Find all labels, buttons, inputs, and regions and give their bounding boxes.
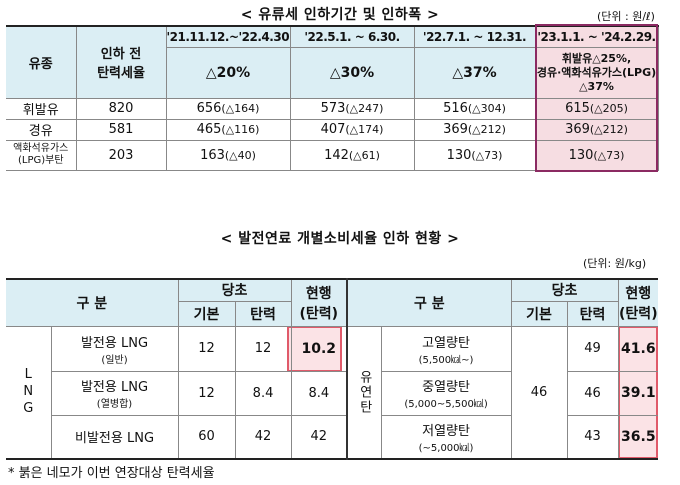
footnote: * 붉은 네모가 이번 연장대상 탄력세율	[8, 466, 215, 481]
lng-group-label: LNG	[6, 325, 52, 460]
table2-unit: (단위: 원/kg)	[583, 257, 647, 270]
fuel-name: 경유	[6, 118, 77, 141]
flex-rate: 46	[566, 370, 619, 416]
header-gibon: 기본	[178, 300, 236, 327]
header-current: 현행 (탄력)	[290, 279, 348, 327]
fuel-name: 저열량탄 (~5,000㎉)	[380, 414, 512, 460]
table-row: 휘발유 820 656(△164) 573(△247) 516(△304) 61…	[6, 97, 659, 120]
flex-rate: 8.4	[234, 370, 292, 416]
base-rate: 60	[177, 414, 236, 460]
rate-cell: 407(△174)	[289, 118, 415, 141]
header-gubun: 구 분	[346, 279, 512, 327]
base-rate: 12	[177, 370, 236, 416]
header-gubun: 구 분	[6, 279, 179, 327]
current-rate: 39.1	[617, 370, 659, 416]
table-row: 경유 581 465(△116) 407(△174) 369(△212) 369…	[6, 118, 659, 141]
coal-group-label: 유연탄	[346, 325, 382, 460]
flex-rate: 43	[566, 414, 619, 460]
header-current: 현행 (탄력)	[617, 279, 659, 327]
fuel-name: 고열량탄 (5,500㎉~)	[380, 325, 512, 372]
rate-cell: 465(△116)	[165, 118, 291, 141]
rate-cell: 142(△61)	[289, 139, 415, 171]
table1-title: < 유류세 인하기간 및 인하폭 >	[240, 7, 440, 23]
header-dangcho: 당초	[510, 279, 619, 302]
table1-unit: (단위 : 원/ℓ)	[597, 10, 655, 23]
rate-cell: 163(△40)	[165, 139, 291, 171]
header-tanryeok: 탄력	[566, 300, 619, 327]
base-rate: 12	[177, 325, 236, 372]
rate-cell: 516(△304)	[413, 97, 536, 120]
fuel-name: 비발전용 LNG	[51, 414, 179, 460]
current-rate: 41.6	[617, 325, 659, 372]
rate-period-3: △37%	[413, 46, 536, 99]
rate-cell: 656(△164)	[165, 97, 291, 120]
flex-rate: 12	[234, 325, 292, 372]
rate-cell: 369(△212)	[534, 118, 659, 141]
header-before: 인하 전 탄력세율	[75, 26, 167, 99]
header-period-3: '22.7.1. ~ 12.31.	[413, 26, 536, 48]
table-row: LNG 발전용 LNG (일반) 12 12 10.2 유연탄 고열량탄 (5,50…	[6, 325, 659, 460]
header-period-4: '23.1.1. ~ '24.2.29.	[534, 26, 659, 48]
coal-base-rate: 46	[510, 325, 568, 460]
current-rate: 8.4	[290, 370, 348, 416]
header-period-1: '21.11.12.~'22.4.30.	[165, 26, 291, 48]
rate-cell: 130(△73)	[534, 139, 659, 171]
current-rate: 42	[290, 414, 348, 460]
fuel-tax-cut-table: 유종 인하 전 탄력세율 '21.11.12.~'22.4.30. '22.5.1…	[6, 25, 659, 171]
rate-period-2: △30%	[289, 46, 415, 99]
flex-rate: 42	[234, 414, 292, 460]
power-fuel-tax-table: 구 분 당초 현행 (탄력) 구 분 당초 현행 (탄력) 기본 탄력 기본 탄력 …	[6, 278, 659, 460]
rate-cell: 369(△212)	[413, 118, 536, 141]
before-rate: 820	[75, 97, 167, 120]
table-row: 액화석유가스 (LPG)부탄 203 163(△40) 142(△61) 130(…	[6, 139, 659, 171]
before-rate: 581	[75, 118, 167, 141]
header-dangcho: 당초	[177, 279, 292, 302]
fuel-name: 액화석유가스 (LPG)부탄	[6, 139, 77, 171]
rate-cell: 615(△205)	[534, 97, 659, 120]
rate-period-4: 휘발유△25%, 경유·액화석유가스(LPG) △37%	[534, 46, 659, 99]
fuel-name: 발전용 LNG (열병합)	[51, 370, 179, 416]
header-tanryeok: 탄력	[234, 300, 292, 327]
current-rate: 36.5	[617, 414, 659, 460]
current-rate: 10.2	[290, 325, 348, 372]
before-rate: 203	[75, 139, 167, 171]
rate-cell: 130(△73)	[413, 139, 536, 171]
header-gibon: 기본	[510, 300, 568, 327]
table2-title: < 발전연료 개별소비세율 인하 현황 >	[220, 231, 460, 247]
header-fuel: 유종	[6, 26, 77, 99]
rate-cell: 573(△247)	[289, 97, 415, 120]
rate-period-1: △20%	[166, 46, 291, 99]
fuel-name: 발전용 LNG (일반)	[50, 325, 179, 372]
fuel-name: 중열량탄 (5,000~5,500㎉)	[380, 370, 512, 416]
header-period-2: '22.5.1. ~ 6.30.	[289, 26, 415, 48]
table-row: 비발전용 LNG 60 42 42 저열량탄 (~5,000㎉) 43 36.5	[6, 414, 659, 460]
fuel-name: 휘발유	[6, 97, 77, 120]
flex-rate: 49	[566, 325, 619, 372]
